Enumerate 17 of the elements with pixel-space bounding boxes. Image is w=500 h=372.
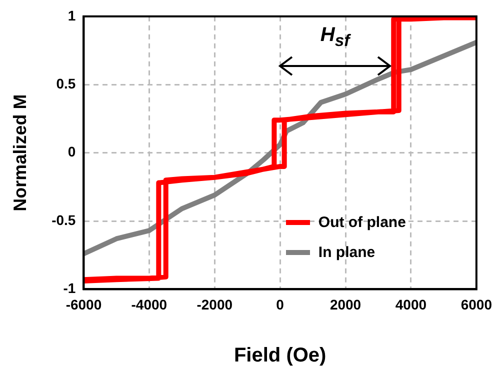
y-tick-label: 0.5: [56, 75, 76, 92]
y-tick-label: -0.5: [52, 212, 76, 228]
y-axis-title: Normalized M: [10, 94, 30, 212]
y-tick-label: -1: [63, 280, 76, 296]
x-tick-label: -6000: [66, 296, 102, 312]
x-tick-label: 0: [276, 296, 284, 312]
legend-label: In plane: [318, 244, 376, 261]
x-axis-title: Field (Oe): [234, 344, 326, 367]
x-tick-label: 6000: [460, 296, 492, 312]
x-tick-label: 2000: [330, 296, 362, 312]
annotation: H$_{sf}$: [319, 24, 352, 50]
x-tick-label: -2000: [196, 296, 233, 312]
x-tick-label: -4000: [131, 296, 168, 312]
y-tick-label: 1: [68, 7, 76, 24]
x-tick-label: 4000: [395, 296, 427, 312]
legend-label: Out of plane: [318, 214, 406, 231]
y-tick-label: 0: [68, 144, 76, 160]
